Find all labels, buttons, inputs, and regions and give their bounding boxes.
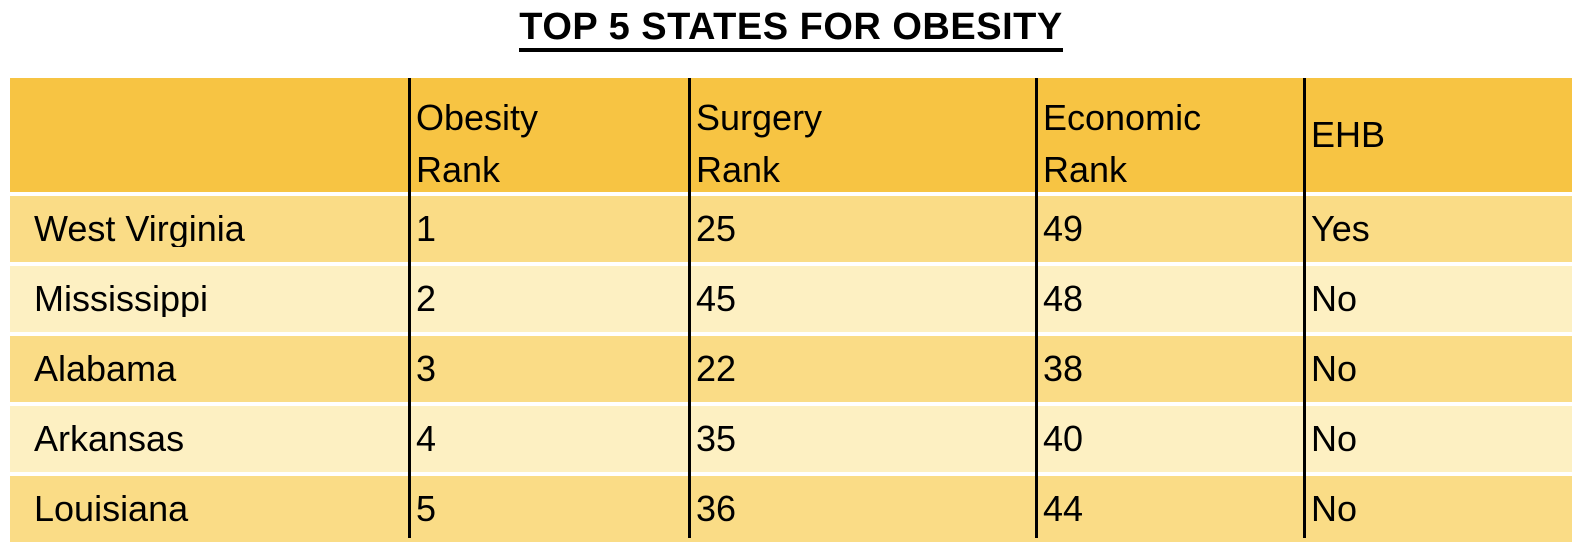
header-cell-state [10, 78, 408, 192]
table-row: Arkansas 4 35 40 No [10, 406, 1572, 472]
column-divider [1035, 78, 1038, 538]
cell-ehb: No [1311, 421, 1358, 457]
cell-surgery-rank: 25 [696, 211, 737, 247]
column-divider [688, 78, 691, 538]
column-divider [408, 78, 411, 538]
cell-obesity-rank: 1 [416, 211, 437, 247]
header-cell-surgery-rank: Surgery Rank [696, 97, 823, 190]
page-title: TOP 5 STATES FOR OBESITY [519, 8, 1063, 52]
header-cell-ehb: EHB [1311, 114, 1386, 155]
cell-state: West Virginia [34, 211, 245, 247]
header-cell-obesity-rank: Obesity Rank [416, 97, 539, 190]
table-row: Mississippi 2 45 48 No [10, 266, 1572, 332]
cell-economic-rank: 49 [1043, 211, 1084, 247]
cell-economic-rank: 44 [1043, 491, 1084, 527]
cell-ehb: No [1311, 491, 1358, 527]
cell-economic-rank: 48 [1043, 281, 1084, 317]
table-row: West Virginia 1 25 49 Yes [10, 196, 1572, 262]
cell-ehb: No [1311, 281, 1358, 317]
cell-state: Arkansas [34, 421, 185, 457]
cell-obesity-rank: 4 [416, 421, 437, 457]
header-cell-economic-rank: Economic Rank [1043, 97, 1202, 190]
obesity-table: Obesity Rank Surgery Rank Economic Rank … [10, 78, 1572, 542]
column-divider [1303, 78, 1306, 538]
cell-economic-rank: 40 [1043, 421, 1084, 457]
cell-economic-rank: 38 [1043, 351, 1084, 387]
cell-surgery-rank: 36 [696, 491, 737, 527]
cell-obesity-rank: 5 [416, 491, 437, 527]
cell-surgery-rank: 45 [696, 281, 737, 317]
table-row: Louisiana 5 36 44 No [10, 476, 1572, 542]
title-area: TOP 5 STATES FOR OBESITY [0, 0, 1582, 78]
cell-state: Louisiana [34, 491, 189, 527]
cell-surgery-rank: 35 [696, 421, 737, 457]
cell-ehb: Yes [1311, 211, 1370, 247]
cell-state: Alabama [34, 351, 177, 387]
table-header-row: Obesity Rank Surgery Rank Economic Rank … [10, 78, 1572, 192]
table-row: Alabama 3 22 38 No [10, 336, 1572, 402]
cell-obesity-rank: 3 [416, 351, 437, 387]
cell-surgery-rank: 22 [696, 351, 737, 387]
cell-obesity-rank: 2 [416, 281, 437, 317]
cell-ehb: No [1311, 351, 1358, 387]
cell-state: Mississippi [34, 281, 209, 317]
